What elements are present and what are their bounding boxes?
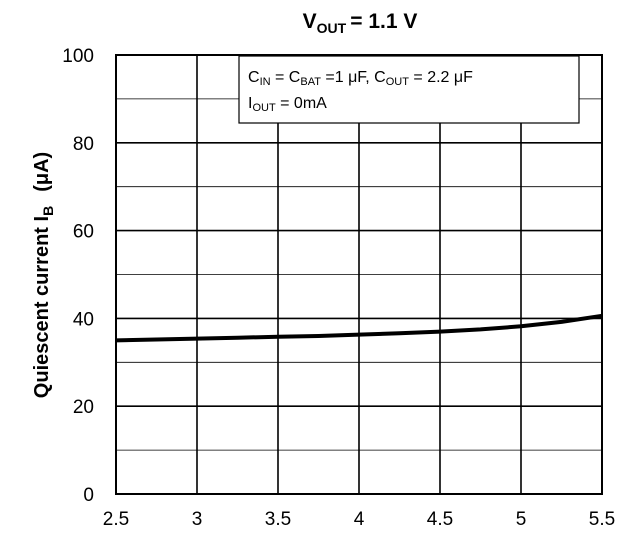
x-tick-label: 5: [516, 509, 527, 530]
x-tick-label: 5.5: [589, 509, 615, 530]
series-layer: [115, 313, 603, 343]
annotation-frame: [238, 55, 580, 124]
x-tick-labels: 2.5 3 3.5 4 4.5 5 5.5: [103, 509, 615, 530]
x-tick-label: 2.5: [103, 509, 129, 530]
plot-frame: [115, 54, 603, 495]
x-tick-label: 3: [192, 509, 203, 530]
y-tick-label: 80: [73, 134, 94, 155]
x-tick-label: 4.5: [427, 509, 453, 530]
chart-title: VOUT = 1.1 V: [303, 10, 418, 36]
y-tick-labels: 0 20 40 60 80 100: [62, 46, 94, 506]
annotation-box: CIN = CBAT =1 μF, COUT = 2.2 μF IOUT = 0…: [238, 55, 580, 124]
x-tick-label: 4: [354, 509, 365, 530]
y-tick-label: 20: [73, 397, 94, 418]
series-line: [115, 313, 603, 343]
y-tick-label: 0: [83, 485, 94, 506]
y-tick-label: 40: [73, 309, 94, 330]
annotation-line-1: CIN = CBAT =1 μF, COUT = 2.2 μF: [248, 69, 473, 88]
annotation-line-2: IOUT = 0mA: [248, 95, 327, 114]
y-tick-label: 100: [62, 46, 94, 67]
y-axis-label: Quiescent current IB(μA): [31, 152, 56, 398]
y-tick-label: 60: [73, 222, 94, 243]
x-tick-label: 3.5: [265, 509, 291, 530]
